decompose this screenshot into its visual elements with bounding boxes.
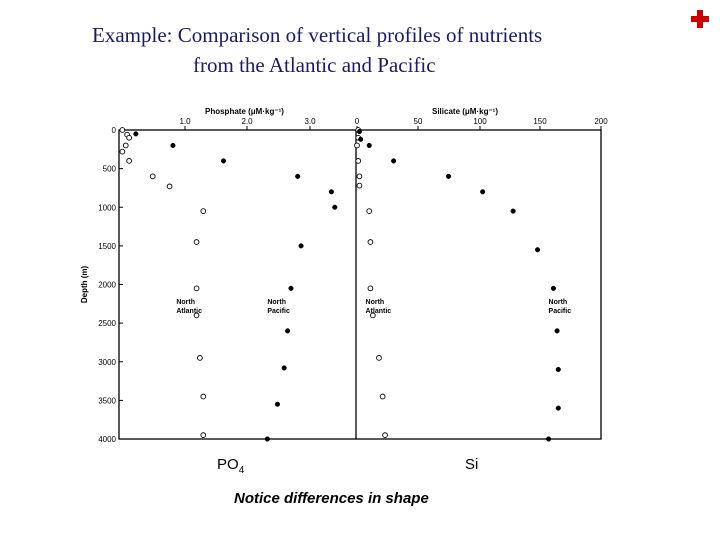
depth-tick-label: 2000 (98, 281, 116, 290)
phosphate-atlantic-point (126, 158, 132, 164)
notice-text: Notice differences in shape (234, 490, 429, 507)
depth-tick-label: 3500 (98, 396, 116, 405)
phosphate-atlantic-point (193, 285, 200, 292)
silicate-atlantic-point (376, 355, 382, 361)
depth-axis-label: Depth (m) (80, 266, 89, 304)
po4-label-subscript: 4 (238, 465, 245, 476)
silicate-atlantic-point (356, 182, 363, 189)
silicate-pacific-point (550, 285, 556, 291)
silicate-atlantic-point (355, 158, 362, 164)
silicate-atlantic-point (367, 239, 374, 245)
phosphate-atlantic-point (193, 312, 200, 319)
phosphate-atlantic-point (197, 355, 203, 361)
silicate-atlantic-point (370, 312, 376, 319)
phosphate-atlantic-point (119, 148, 126, 155)
silicate-annotation-pacific: North (549, 299, 568, 306)
depth-tick-label: 1000 (98, 203, 116, 212)
phosphate-annotation-atlantic: North (176, 299, 195, 306)
depth-tick-label: 3000 (98, 358, 116, 367)
silicate-pacific-point (554, 328, 560, 334)
silicate-atlantic-point (379, 393, 386, 400)
phosphate-annotation-atlantic: Atlantic (176, 308, 202, 315)
silicate-x-tick-label: 200 (594, 117, 608, 126)
phosphate-atlantic-point (149, 173, 156, 180)
phosphate-pacific-point (281, 365, 287, 371)
phosphate-pacific-point (328, 189, 334, 195)
phosphate-pacific-point (332, 204, 338, 210)
depth-tick-label: 4000 (98, 435, 116, 444)
silicate-pacific-point (358, 136, 364, 142)
silicate-atlantic-point (366, 208, 373, 214)
po4-label-main: PO (217, 456, 239, 473)
depth-tick-label: 0 (112, 126, 117, 135)
phosphate-pacific-point (288, 285, 294, 291)
phosphate-atlantic-point (200, 432, 207, 438)
silicate-pacific-point (535, 247, 541, 253)
silicate-pacific-point (480, 189, 486, 195)
silicate-axis-title: Silicate (μM·kg⁻¹) (432, 107, 498, 116)
title-line-1: Example: Comparison of vertical profiles… (92, 23, 543, 47)
silicate-atlantic-point (382, 432, 388, 438)
si-label: Si (465, 456, 479, 473)
phosphate-pacific-point (285, 328, 291, 334)
phosphate-pacific-point (295, 173, 301, 179)
phosphate-pacific-point (298, 243, 304, 249)
phosphate-axis-title: Phosphate (μM·kg⁻¹) (205, 107, 284, 116)
silicate-x-tick-label: 150 (533, 117, 547, 126)
title-line-2: from the Atlantic and Pacific (193, 53, 436, 77)
silicate-pacific-point (555, 366, 561, 373)
silicate-annotation-atlantic: North (366, 299, 385, 306)
silicate-x-tick-label: 0 (355, 117, 360, 126)
phosphate-x-tick-label: 1.0 (179, 117, 191, 126)
silicate-pacific-point (356, 128, 362, 135)
silicate-pacific-point (391, 158, 397, 164)
phosphate-atlantic-point (200, 393, 207, 400)
phosphate-pacific-point (264, 436, 270, 442)
silicate-annotation-atlantic: Atlantic (366, 308, 392, 315)
phosphate-atlantic-point (193, 239, 200, 245)
phosphate-x-tick-label: 2.0 (241, 117, 253, 126)
phosphate-atlantic-point (200, 208, 207, 214)
depth-tick-label: 1500 (98, 242, 116, 251)
phosphate-pacific-point (133, 131, 139, 137)
silicate-atlantic-point (367, 285, 374, 292)
phosphate-x-tick-label: 3.0 (304, 117, 316, 126)
silicate-x-tick-label: 50 (414, 117, 423, 126)
phosphate-atlantic-point (166, 183, 173, 190)
silicate-pacific-point (366, 142, 372, 148)
phosphate-pacific-point (170, 142, 176, 148)
silicate-annotation-pacific: Pacific (549, 308, 572, 315)
phosphate-atlantic-point (126, 134, 132, 141)
silicate-x-tick-label: 100 (473, 117, 487, 126)
silicate-pacific-point (545, 436, 552, 442)
silicate-atlantic-point (356, 173, 363, 180)
depth-tick-label: 500 (103, 165, 117, 174)
phosphate-pacific-point (220, 158, 227, 164)
silicate-atlantic-point (354, 142, 360, 149)
silicate-pacific-point (445, 173, 452, 179)
phosphate-annotation-pacific: North (267, 299, 286, 306)
phosphate-atlantic-point (119, 127, 126, 133)
red-cross-icon (691, 10, 709, 28)
po4-label: PO4 (217, 456, 244, 476)
silicate-pacific-point (510, 208, 516, 214)
phosphate-pacific-point (274, 401, 281, 407)
phosphate-annotation-pacific: Pacific (267, 308, 290, 315)
phosphate-atlantic-point (122, 142, 129, 149)
silicate-pacific-point (555, 405, 561, 411)
depth-tick-label: 2500 (98, 319, 116, 328)
